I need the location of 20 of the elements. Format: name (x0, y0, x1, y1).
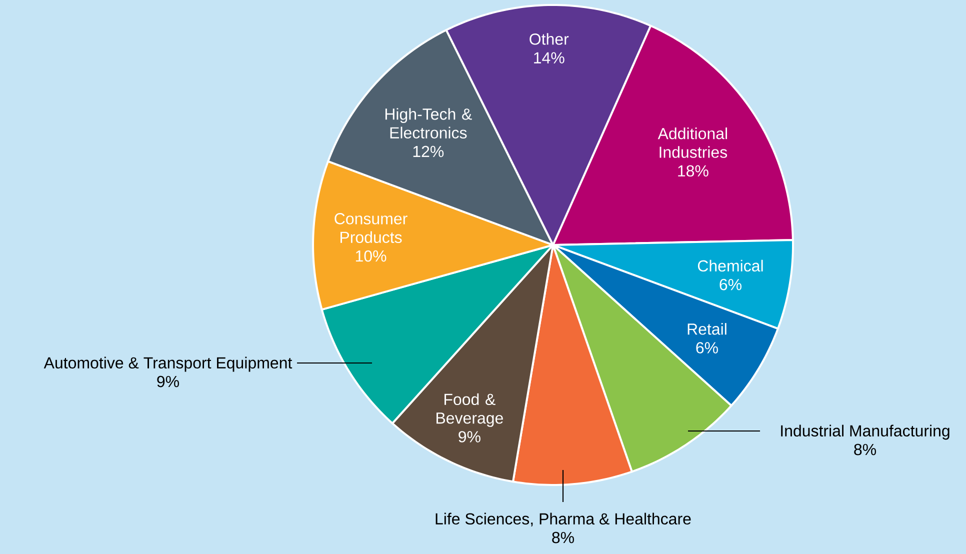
slice-label: Industrial Manufacturing (781, 424, 950, 440)
slice-label: High-Tech & Electronics (385, 108, 472, 138)
data-label: 14% (534, 52, 564, 64)
data-label: 6% (696, 342, 718, 354)
data-label: 6% (720, 278, 742, 290)
data-label: 10% (356, 250, 386, 262)
data-label: 8% (552, 532, 574, 544)
slice-label: Consumer Products (334, 213, 408, 244)
slice-label: Chemical (698, 260, 763, 272)
data-label: 8% (854, 444, 876, 456)
slice-label: Additional Industries (658, 127, 728, 158)
slice-label: Food & Beverage (436, 393, 503, 427)
data-label: 18% (678, 165, 708, 177)
data-label: 12% (413, 146, 444, 158)
slice-label: Retail (688, 323, 726, 335)
data-label: 9% (157, 376, 179, 388)
data-label: 9% (458, 431, 480, 442)
slice-label: Automotive & Transport Equipment (44, 356, 292, 372)
slice-label: Other (530, 33, 569, 45)
slice-label: Life Sciences, Pharma & Healthcare (436, 512, 691, 526)
